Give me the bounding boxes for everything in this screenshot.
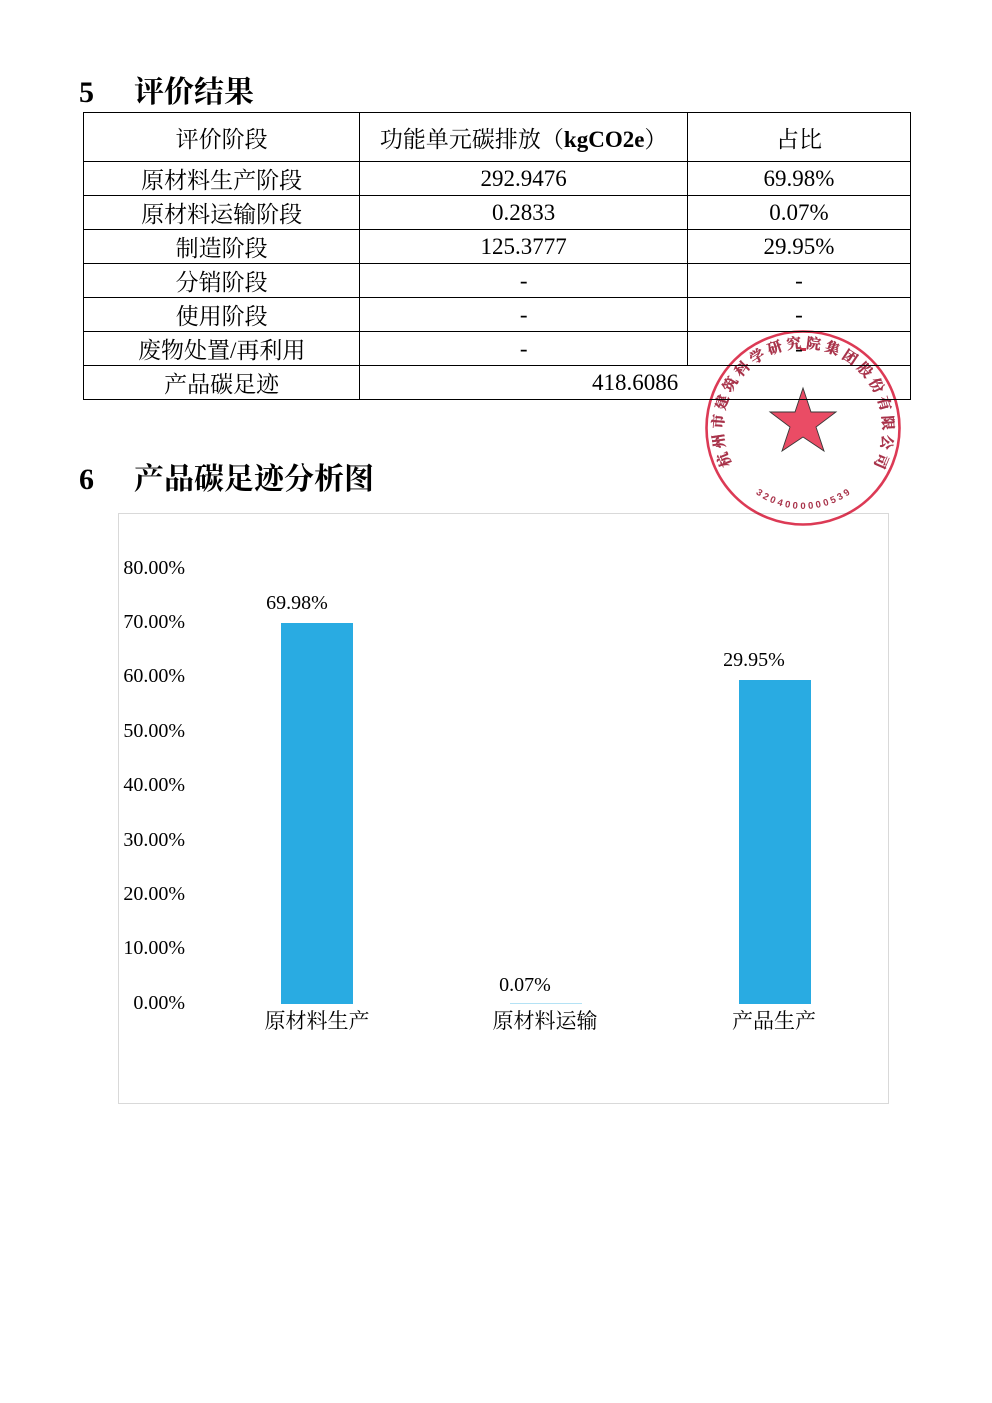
svg-text:院: 院	[805, 332, 822, 355]
svg-text:0: 0	[800, 501, 805, 512]
svg-text:研: 研	[764, 335, 785, 360]
svg-text:0: 0	[808, 500, 814, 511]
svg-text:市: 市	[707, 413, 729, 430]
svg-text:司: 司	[869, 451, 894, 473]
svg-text:0: 0	[792, 500, 798, 511]
svg-text:0: 0	[815, 499, 822, 511]
svg-text:有: 有	[873, 393, 897, 413]
svg-text:集: 集	[822, 335, 843, 360]
svg-text:州: 州	[707, 432, 730, 450]
svg-text:建: 建	[709, 391, 734, 412]
svg-text:杭: 杭	[711, 449, 736, 471]
svg-text:公: 公	[876, 434, 899, 452]
svg-text:0: 0	[784, 499, 791, 511]
svg-text:限: 限	[877, 415, 899, 431]
